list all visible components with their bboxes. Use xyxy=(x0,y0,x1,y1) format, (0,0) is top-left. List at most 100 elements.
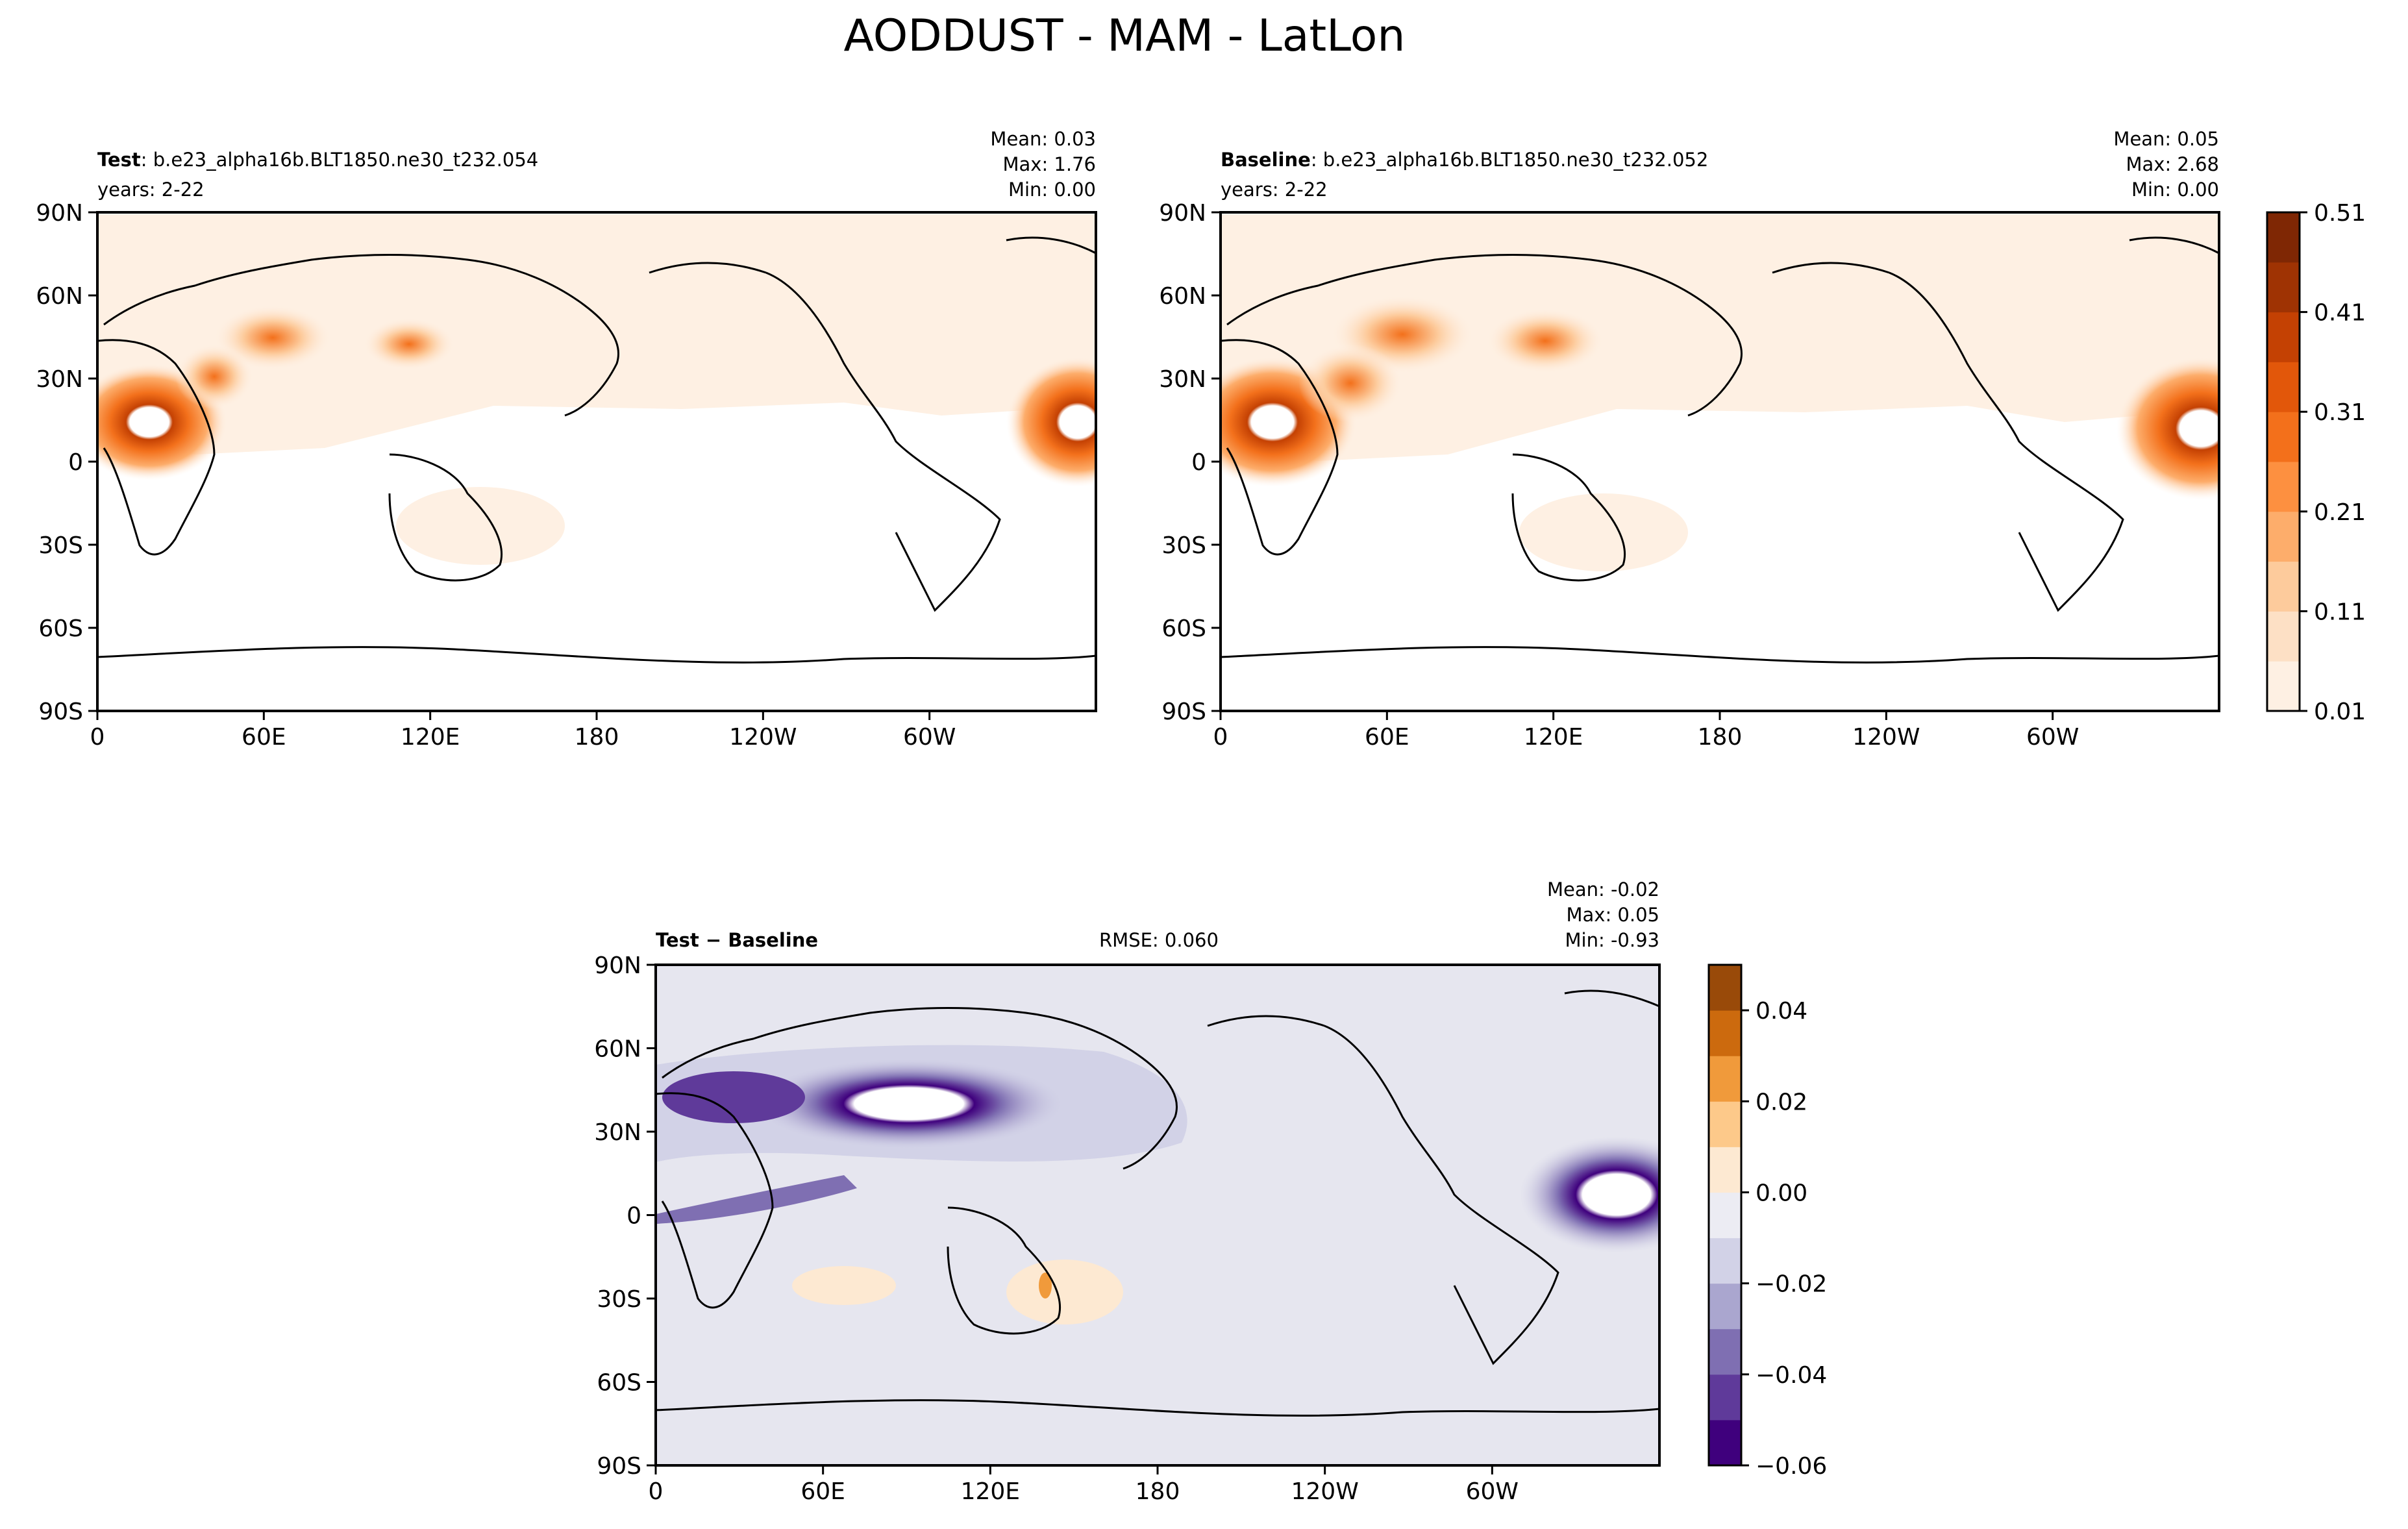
baseline-min: Min: 0.00 xyxy=(2131,179,2219,201)
test-axis-ticks: 0 60E 120E 180 120W 60W 90N 60N 30N 0 30S 60S 90S xyxy=(36,200,956,751)
x-tick-label: 180 xyxy=(1136,1478,1180,1505)
diff-coastlines xyxy=(656,989,1659,1417)
colorbar-frame xyxy=(2266,211,2301,712)
x-tick-label: 60W xyxy=(1466,1478,1519,1505)
colorbar-label: −0.04 xyxy=(1756,1362,1827,1389)
colorbar-swatch xyxy=(2267,312,2300,362)
colorbar-label: 0.04 xyxy=(1756,998,1807,1025)
colorbar-swatch xyxy=(1709,1328,1741,1375)
baseline-map-field xyxy=(1221,212,2219,711)
panel-test: 0 60E 120E 180 120W 60W 90N 60N 30N 0 30S 60S 90S Te… xyxy=(36,128,1097,751)
y-tick-label: 30N xyxy=(1159,366,1206,393)
y-tick-label: 30S xyxy=(1161,532,1206,559)
baseline-max: Max: 2.68 xyxy=(2126,153,2219,175)
colorbar-label: 0.01 xyxy=(2314,699,2366,725)
y-tick-label: 90S xyxy=(1161,699,1206,725)
test-label-bold: Test xyxy=(97,149,141,171)
test-min: Min: 0.00 xyxy=(1008,179,1096,201)
colorbar-label: 0.31 xyxy=(2314,399,2366,426)
x-tick-label: 120W xyxy=(1291,1478,1359,1505)
diff-max: Max: 0.05 xyxy=(1566,904,1659,926)
baseline-colorbar: 0.51 0.41 0.31 0.21 0.11 0.01 xyxy=(2266,200,2366,725)
colorbar-swatch xyxy=(1709,1010,1741,1056)
colorbar-swatch xyxy=(1709,1237,1741,1284)
colorbar-label: 0.00 xyxy=(1756,1180,1807,1206)
test-label-case: : b.e23_alpha16b.BLT1850.ne30_t232.054 xyxy=(141,149,538,171)
colorbar-swatch xyxy=(1709,965,1741,1011)
diff-mean: Mean: -0.02 xyxy=(1547,878,1659,901)
baseline-mean: Mean: 0.05 xyxy=(2113,128,2219,150)
test-years: years: 2-22 xyxy=(97,179,205,201)
y-tick-label: 30S xyxy=(38,532,83,559)
x-tick-label: 120W xyxy=(729,724,797,751)
x-tick-label: 120E xyxy=(401,724,460,751)
colorbar-swatch xyxy=(2267,561,2300,612)
colorbar-swatch xyxy=(2267,412,2300,462)
colorbar-label: 0.41 xyxy=(2314,300,2366,327)
x-tick-label: 0 xyxy=(649,1478,664,1505)
colorbar-swatch xyxy=(2267,362,2300,412)
colorbar-label: 0.02 xyxy=(1756,1089,1807,1115)
y-tick-label: 0 xyxy=(68,449,83,476)
y-tick-label: 90S xyxy=(38,699,83,725)
y-tick-label: 30N xyxy=(594,1119,641,1146)
svg-text:Baseline: b.e23_alpha16b.BLT18: Baseline: b.e23_alpha16b.BLT1850.ne30_t2… xyxy=(1221,149,1708,171)
y-tick-label: 0 xyxy=(1191,449,1206,476)
colorbar-label: 0.21 xyxy=(2314,499,2366,526)
test-max: Max: 1.76 xyxy=(1002,153,1096,175)
y-tick-label: 90N xyxy=(36,200,83,227)
colorbar-swatch xyxy=(2267,511,2300,562)
colorbar-swatch xyxy=(2267,212,2300,263)
colorbar-swatch xyxy=(2267,462,2300,512)
x-tick-label: 120W xyxy=(1852,724,1920,751)
x-tick-label: 120E xyxy=(961,1478,1020,1505)
y-tick-label: 60N xyxy=(1159,283,1206,310)
colorbar-swatch xyxy=(1709,1192,1741,1239)
test-mean: Mean: 0.03 xyxy=(990,128,1096,150)
diff-colorbar: 0.04 0.02 0.00 −0.02 −0.04 −0.06 xyxy=(1707,963,1827,1480)
x-tick-label: 60E xyxy=(801,1478,845,1505)
y-tick-label: 60S xyxy=(38,615,83,642)
y-tick-label: 30S xyxy=(597,1286,641,1313)
y-tick-label: 90N xyxy=(594,952,641,979)
colorbar-frame xyxy=(1707,963,1743,1467)
y-tick-label: 60S xyxy=(597,1370,641,1397)
colorbar-label: −0.02 xyxy=(1756,1271,1827,1298)
test-map-field xyxy=(97,212,1096,711)
colorbar-swatch xyxy=(2267,262,2300,313)
colorbar-swatch xyxy=(1709,1419,1741,1466)
colorbar-swatch xyxy=(1709,1056,1741,1102)
test-coastlines xyxy=(97,236,1096,664)
colorbar-swatch xyxy=(2267,661,2300,712)
y-tick-label: 60S xyxy=(1161,615,1206,642)
panel-baseline: 0 60E 120E 180 120W 60W 90N 60N 30N 0 30S 60S 90S Ba… xyxy=(1159,128,2366,751)
colorbar-swatch xyxy=(1709,1283,1741,1330)
baseline-coastlines xyxy=(1221,236,2219,664)
y-tick-label: 90N xyxy=(1159,200,1206,227)
colorbar-swatch xyxy=(1709,1147,1741,1193)
diff-label-bold: Test − Baseline xyxy=(656,929,818,951)
y-tick-label: 0 xyxy=(627,1203,641,1230)
panel-difference: 0 60E 120E 180 120W 60W 90N 60N 30N 0 30S 60S 90S Te… xyxy=(594,878,1827,1505)
colorbar-swatch xyxy=(2267,611,2300,662)
svg-text:Test: b.e23_alpha16b.BLT1850.n: Test: b.e23_alpha16b.BLT1850.ne30_t232.0… xyxy=(97,149,538,171)
diff-rmse: RMSE: 0.060 xyxy=(1099,929,1219,951)
y-tick-label: 30N xyxy=(36,366,83,393)
x-tick-label: 60E xyxy=(1365,724,1409,751)
y-tick-label: 60N xyxy=(594,1036,641,1063)
x-tick-label: 60W xyxy=(2026,724,2079,751)
colorbar-label: 0.51 xyxy=(2314,200,2366,227)
x-tick-label: 60W xyxy=(903,724,956,751)
colorbar-label: 0.11 xyxy=(2314,599,2366,625)
baseline-years: years: 2-22 xyxy=(1221,179,1328,201)
colorbar-swatch xyxy=(1709,1374,1741,1421)
baseline-label-case: : b.e23_alpha16b.BLT1850.ne30_t232.052 xyxy=(1311,149,1708,171)
colorbar-swatch xyxy=(1709,1101,1741,1147)
y-tick-label: 60N xyxy=(36,283,83,310)
x-tick-label: 0 xyxy=(1213,724,1228,751)
figure-title: AODDUST - MAM - LatLon xyxy=(843,10,1405,62)
baseline-axis-ticks: 0 60E 120E 180 120W 60W 90N 60N 30N 0 30S 60S 90S xyxy=(1159,200,2079,751)
diff-axis-ticks: 0 60E 120E 180 120W 60W 90N 60N 30N 0 30S 60S 90S xyxy=(594,952,1519,1505)
x-tick-label: 120E xyxy=(1524,724,1583,751)
